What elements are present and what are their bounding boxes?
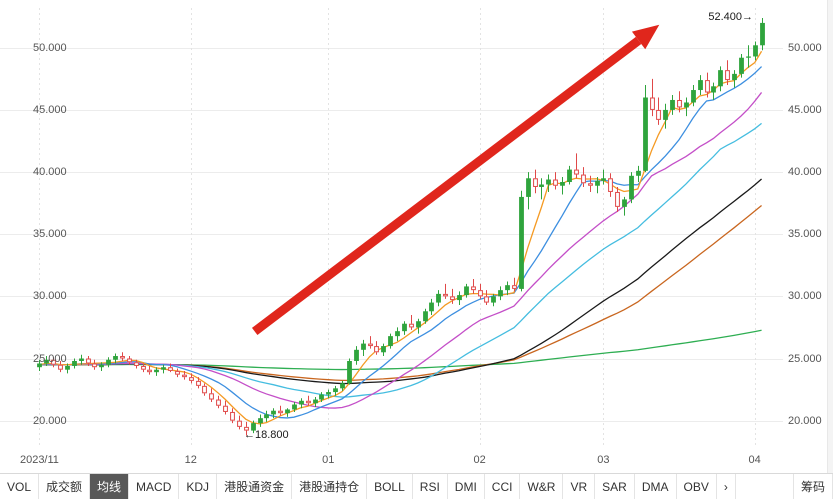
x-axis-label: 01	[322, 454, 335, 466]
y-axis-label-left: 40.000	[33, 165, 67, 178]
x-axis-label: 04	[748, 454, 761, 466]
y-axis-label-left: 50.000	[33, 41, 67, 54]
chart-canvas[interactable]	[0, 0, 833, 473]
indicator-tab-hk-connect-holdings[interactable]: 港股通持仓	[292, 474, 368, 499]
indicator-tab-dmi[interactable]: DMI	[448, 474, 485, 499]
y-axis-label-right: 45.000	[788, 103, 822, 116]
y-axis-label-right: 25.000	[788, 352, 822, 365]
indicator-tab-hk-connect-flow[interactable]: 港股通资金	[217, 474, 293, 499]
indicator-tab-ma[interactable]: 均线	[90, 474, 130, 499]
x-axis-label: 02	[473, 454, 486, 466]
y-axis-label-right: 20.000	[788, 414, 822, 427]
indicator-tab-rsi[interactable]: RSI	[413, 474, 448, 499]
indicator-tab-vol[interactable]: VOL	[0, 474, 40, 499]
x-axis-label: 2023/11	[19, 454, 59, 466]
indicator-tab-kdj[interactable]: KDJ	[179, 474, 218, 499]
x-axis-label: 12	[184, 454, 197, 466]
y-axis-label-right: 35.000	[788, 227, 822, 240]
indicator-tab-sar[interactable]: SAR	[595, 474, 635, 499]
low-price-annotation: ←18.800	[244, 429, 289, 441]
y-axis-label-left: 45.000	[33, 103, 67, 116]
indicator-tab-turnover[interactable]: 成交额	[39, 474, 91, 499]
indicator-tab-chips[interactable]: 筹码	[792, 474, 833, 499]
indicator-tab-obv[interactable]: OBV	[677, 474, 717, 499]
indicator-tab-cci[interactable]: CCI	[485, 474, 521, 499]
high-price-annotation: 52.400→	[708, 11, 753, 23]
vertical-scrollbar[interactable]	[827, 0, 833, 473]
indicator-tab-more[interactable]: ›	[717, 474, 736, 499]
indicator-tab-macd[interactable]: MACD	[129, 474, 180, 499]
x-axis-label: 03	[597, 454, 610, 466]
indicator-tab-boll[interactable]: BOLL	[367, 474, 413, 499]
y-axis-label-left: 35.000	[33, 227, 67, 240]
indicator-tab-vr[interactable]: VR	[563, 474, 596, 499]
indicator-toolbar: VOL 成交额 均线 MACD KDJ 港股通资金 港股通持仓 BOLL RSI DMI CCI W&…	[0, 473, 833, 499]
y-axis-label-right: 30.000	[788, 289, 822, 302]
indicator-tab-wr[interactable]: W&R	[520, 474, 564, 499]
y-axis-label-right: 50.000	[788, 41, 822, 54]
y-axis-label-left: 20.000	[33, 414, 67, 427]
indicator-tab-dma[interactable]: DMA	[635, 474, 677, 499]
candlestick-chart: 52.400→ ←18.800 20.000 20.000 25.000 25.000…	[0, 0, 833, 473]
y-axis-label-left: 25.000	[33, 352, 67, 365]
y-axis-label-left: 30.000	[33, 289, 67, 302]
y-axis-label-right: 40.000	[788, 165, 822, 178]
